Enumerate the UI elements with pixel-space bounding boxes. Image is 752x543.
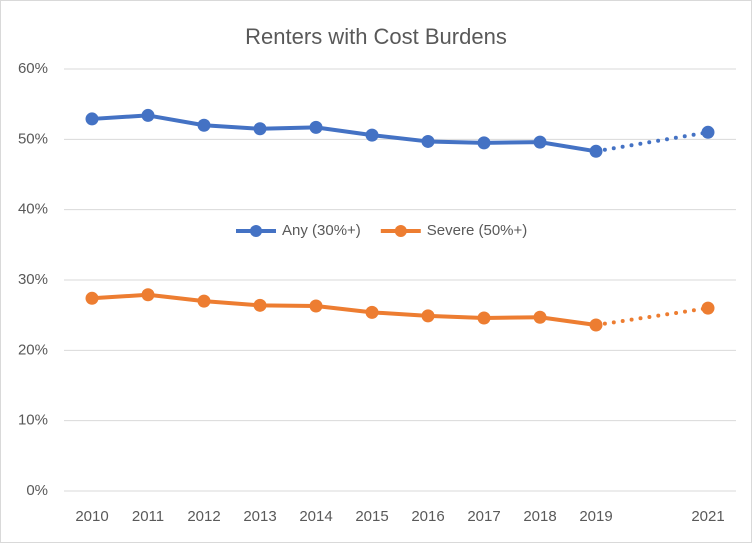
data-point (365, 128, 379, 142)
x-tick-label: 2021 (691, 508, 724, 525)
data-point (85, 112, 99, 126)
data-point (701, 125, 715, 139)
data-point (533, 310, 547, 324)
legend-marker (250, 225, 262, 237)
data-point (421, 309, 435, 323)
data-point (141, 288, 155, 302)
x-tick-label: 2010 (75, 508, 108, 525)
data-point (701, 301, 715, 315)
data-point (197, 294, 211, 308)
x-tick-label: 2011 (132, 508, 164, 525)
y-tick-label: 40% (18, 201, 48, 218)
x-tick-label: 2016 (411, 508, 444, 525)
data-point (589, 144, 603, 158)
data-point (477, 136, 491, 150)
series-line (90, 292, 598, 328)
data-point (85, 291, 99, 305)
x-tick-label: 2012 (187, 508, 220, 525)
x-tick-label: 2015 (355, 508, 388, 525)
gap-line (594, 306, 710, 328)
data-point (197, 118, 211, 132)
x-tick-label: 2018 (523, 508, 556, 525)
y-tick-label: 50% (18, 130, 48, 147)
x-tick-label: 2019 (579, 508, 612, 525)
data-point (477, 311, 491, 325)
legend-marker (394, 225, 407, 237)
legend-label: Any (30%+) (282, 222, 361, 239)
data-point (141, 108, 155, 122)
data-point (309, 299, 323, 313)
data-point (365, 305, 379, 319)
data-point (421, 134, 435, 148)
chart-title: Renters with Cost Burdens (245, 24, 507, 49)
data-point (589, 318, 603, 332)
data-point (253, 298, 267, 312)
y-tick-label: 30% (18, 271, 48, 288)
data-point (253, 122, 267, 136)
y-tick-label: 10% (18, 412, 48, 429)
y-tick-label: 20% (18, 341, 48, 358)
data-point (309, 120, 323, 134)
x-tick-label: 2013 (243, 508, 276, 525)
y-tick-label: 0% (26, 482, 48, 499)
x-tick-label: 2017 (467, 508, 500, 525)
legend-label: Severe (50%+) (427, 222, 527, 239)
x-tick-label: 2014 (299, 508, 332, 525)
y-tick-label: 60% (18, 60, 48, 77)
gap-line (594, 130, 710, 154)
series-line (90, 113, 598, 154)
data-point (533, 135, 547, 149)
